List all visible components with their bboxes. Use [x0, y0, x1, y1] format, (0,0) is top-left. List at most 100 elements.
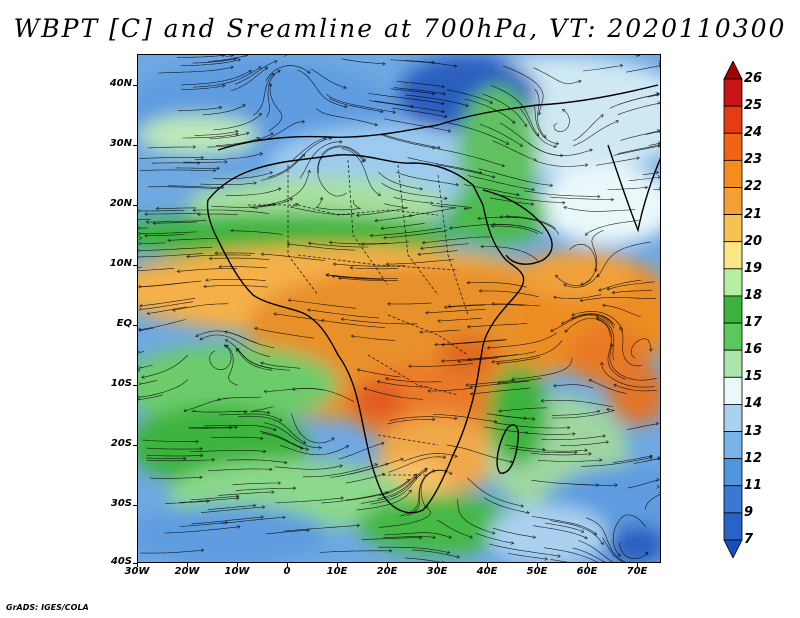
streamline-arrow — [176, 269, 181, 273]
streamline-arrow — [658, 491, 660, 496]
lon-tick — [537, 562, 538, 567]
streamline — [147, 186, 220, 189]
streamline-arrow — [579, 298, 584, 303]
streamline — [191, 409, 248, 413]
streamline-arrow — [199, 475, 203, 480]
streamline-arrow — [237, 58, 241, 62]
streamline-arrow — [447, 129, 452, 133]
streamline — [192, 58, 237, 64]
streamline-arrow — [260, 361, 264, 366]
streamline — [181, 70, 252, 86]
streamline-arrow — [248, 70, 252, 74]
colorbar-segment — [723, 512, 743, 541]
lat-label: 10S — [110, 378, 132, 389]
streamline-arrow — [235, 348, 240, 352]
lat-label: 20S — [110, 438, 132, 449]
streamline — [261, 253, 325, 261]
streamline-arrow — [657, 141, 660, 145]
streamline-arrow — [410, 104, 415, 108]
streamline-arrow — [486, 346, 491, 350]
streamline-arrow — [562, 109, 566, 113]
streamline-arrow — [432, 535, 436, 540]
streamline-arrow — [511, 120, 516, 124]
streamline — [288, 299, 356, 309]
streamline-arrow — [186, 254, 190, 259]
streamline — [299, 141, 343, 179]
streamline — [144, 212, 201, 215]
streamline-arrow — [466, 280, 470, 285]
streamline — [427, 388, 472, 392]
lat-tick — [133, 145, 138, 146]
colorbar-max-arrow — [723, 61, 743, 80]
streamline-arrow — [292, 486, 297, 490]
streamline-arrow — [564, 329, 569, 333]
streamline-arrow — [199, 447, 203, 451]
streamline-arrow — [236, 494, 240, 499]
streamline — [141, 327, 154, 331]
streamline-arrow — [584, 448, 588, 453]
streamline-arrow — [619, 63, 624, 68]
streamline-arrow — [465, 383, 469, 387]
streamline — [140, 378, 189, 398]
streamline-arrow — [453, 64, 458, 68]
streamline — [263, 422, 322, 448]
streamline-arrow — [400, 457, 404, 462]
streamline-arrow — [478, 289, 482, 293]
streamline-arrow — [540, 399, 544, 403]
streamline — [321, 145, 366, 162]
colorbar-segment — [723, 431, 743, 460]
streamline — [214, 252, 256, 254]
streamline — [550, 520, 604, 545]
streamline-arrow — [208, 256, 213, 261]
streamline-arrow — [283, 55, 288, 57]
streamline-arrow — [264, 67, 269, 71]
streamline — [145, 457, 187, 459]
streamline-arrow — [449, 471, 453, 475]
streamline — [653, 188, 660, 190]
streamline-arrow — [145, 220, 149, 224]
streamline-arrow — [172, 308, 176, 312]
streamline — [377, 468, 428, 500]
streamline-arrow — [555, 141, 560, 146]
streamline-arrow — [606, 286, 611, 291]
streamline-arrow — [431, 91, 436, 96]
streamline-arrow — [584, 232, 589, 236]
streamline — [527, 142, 593, 156]
streamline-arrow — [525, 430, 529, 435]
streamline-arrow — [605, 440, 610, 444]
streamline — [613, 384, 658, 392]
streamline — [601, 362, 655, 388]
streamline — [390, 59, 435, 63]
lon-tick — [387, 562, 388, 567]
streamline-arrow — [406, 479, 410, 483]
streamline — [290, 413, 335, 444]
streamline-arrow — [491, 531, 496, 535]
streamline-arrow — [268, 83, 273, 87]
streamline-arrow — [155, 206, 159, 211]
streamline — [550, 314, 615, 332]
colorbar-segment — [723, 485, 743, 514]
streamline — [387, 419, 435, 425]
streamline — [497, 378, 542, 384]
lon-label: 30W — [124, 566, 150, 577]
streamline — [213, 172, 273, 180]
streamline-arrow — [138, 255, 140, 258]
streamline — [571, 311, 624, 332]
streamline-arrow — [138, 395, 141, 399]
streamline-arrow — [222, 84, 226, 88]
streamline — [383, 118, 451, 132]
streamline-arrow — [523, 416, 528, 420]
colorbar-segment — [723, 458, 743, 487]
streamline-arrow — [535, 132, 540, 137]
streamline-arrow — [349, 266, 353, 270]
streamline-arrow — [463, 206, 468, 211]
lat-tick — [133, 563, 138, 564]
streamline — [275, 497, 344, 504]
lat-tick — [133, 325, 138, 326]
streamline — [315, 108, 378, 126]
streamline — [499, 216, 560, 235]
streamline — [541, 400, 613, 407]
streamline-arrow — [454, 416, 458, 421]
streamline — [491, 340, 563, 363]
lon-tick — [637, 562, 638, 567]
